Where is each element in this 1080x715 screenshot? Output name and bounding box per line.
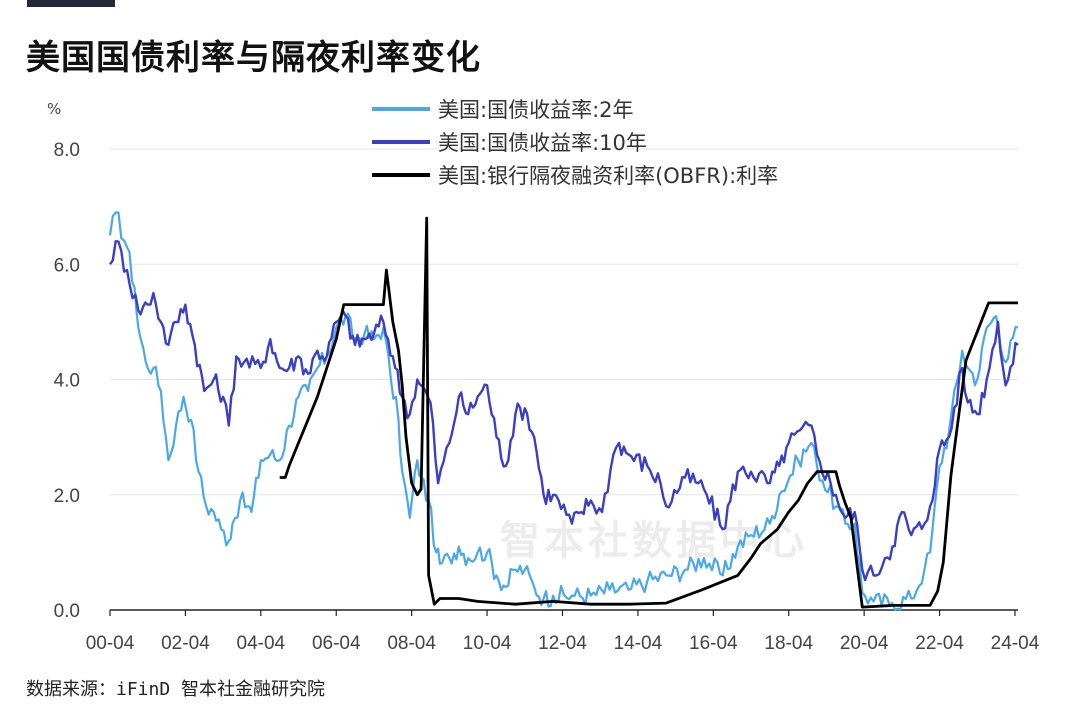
x-tick-label: 16-04 (689, 633, 738, 654)
x-tick-label: 04-04 (237, 633, 286, 654)
y-axis-unit-label: % (47, 100, 62, 118)
legend-item: 美国:银行隔夜融资利率(OBFR):利率 (372, 158, 778, 191)
series-line-1 (108, 211, 1019, 612)
x-tick-label: 10-04 (463, 633, 512, 654)
x-tick-label: 08-04 (387, 633, 436, 654)
legend-swatch (372, 106, 430, 111)
y-tick-label: 8.0 (54, 140, 80, 161)
legend-label: 美国:国债收益率:2年 (438, 97, 634, 122)
legend: 美国:国债收益率:2年 美国:国债收益率:10年美国:银行隔夜融资利率(OBFR)… (372, 92, 778, 191)
y-tick-label: 0.0 (54, 601, 80, 622)
chart-title: 美国国债利率与隔夜利率变化 (26, 38, 481, 78)
x-tick-label: 22-04 (915, 633, 964, 654)
series-lines (108, 211, 1019, 612)
source-note: 数据来源：iFinD 智本社金融研究院 (26, 679, 326, 700)
series-line-2 (109, 240, 1019, 582)
y-tick-label: 6.0 (54, 255, 80, 276)
x-tick-label: 12-04 (538, 633, 587, 654)
legend-swatch (372, 172, 430, 177)
legend-item: 美国:国债收益率:2年 (372, 92, 778, 125)
y-tick-label: 4.0 (54, 371, 80, 392)
x-tick-label: 00-04 (86, 633, 135, 654)
y-tick-label: 2.0 (54, 486, 80, 507)
legend-item: 美国:国债收益率:10年 (372, 125, 778, 158)
x-tick-label: 20-04 (840, 633, 889, 654)
x-tick-label: 06-04 (312, 633, 361, 654)
legend-swatch (372, 139, 430, 144)
x-tick-label: 14-04 (614, 633, 663, 654)
legend-label: 美国:银行隔夜融资利率(OBFR):利率 (438, 163, 779, 188)
legend-label: 美国:国债收益率:10年 (438, 130, 647, 155)
series-line-3 (279, 216, 1018, 609)
grid-lines (110, 148, 1018, 496)
x-tick-label: 18-04 (764, 633, 813, 654)
x-tick-label: 24-04 (991, 633, 1040, 654)
header-accent-bar (27, 0, 115, 7)
axes: 0.0 2.0 4.0 6.0 8.0 00-04 02-04 04-04 06-04 08-04… (54, 140, 1040, 654)
x-tick-label: 02-04 (161, 633, 210, 654)
